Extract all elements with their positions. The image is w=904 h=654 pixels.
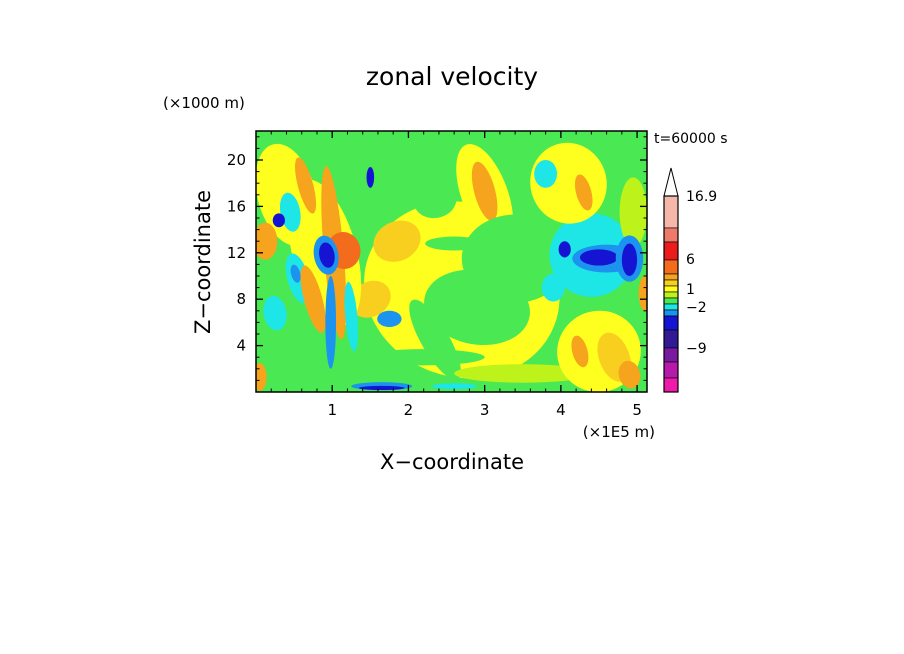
field-region-5 xyxy=(424,269,530,346)
x-unit-label: (×1E5 m) xyxy=(583,423,655,441)
y-tick-label-4: 20 xyxy=(227,151,246,169)
plot-frame xyxy=(255,130,648,393)
field-region-19 xyxy=(256,222,278,260)
x-axis: 1 2 3 4 5 xyxy=(270,131,642,419)
colorbar: 16.9 6 1 −2 −9 xyxy=(663,167,717,393)
field-region-50 xyxy=(621,243,638,276)
colorbar-band-1 xyxy=(663,227,679,243)
field-region-25 xyxy=(263,295,287,331)
field-region-9 xyxy=(362,349,485,366)
colorbar-label-0: 16.9 xyxy=(686,189,717,205)
colorbar-band-0 xyxy=(663,195,679,229)
colorbar-band-13 xyxy=(663,347,679,363)
y-axis-label: Z−coordinate xyxy=(191,190,215,334)
field-region-24 xyxy=(290,264,301,283)
field-region-22 xyxy=(272,213,285,228)
field-region-30 xyxy=(319,242,335,268)
y-tick-label-3: 16 xyxy=(227,197,246,215)
field-region-52 xyxy=(541,273,565,302)
y-tick-label-1: 8 xyxy=(236,290,246,308)
field-region-37 xyxy=(358,385,405,391)
field-region-35 xyxy=(256,363,267,391)
colorbar-label-4: −9 xyxy=(686,341,707,357)
colorbar-label-1: 6 xyxy=(686,252,695,268)
field-region-48 xyxy=(579,249,619,266)
field-region-44 xyxy=(571,335,589,368)
time-label: t=60000 s xyxy=(654,131,728,147)
colorbar-band-3 xyxy=(663,259,679,275)
colorbar-band-10 xyxy=(663,309,679,317)
field-region-51 xyxy=(558,241,571,258)
colorbar-band-6 xyxy=(663,285,679,293)
field-region-26 xyxy=(300,265,326,333)
field-region-8 xyxy=(454,364,592,383)
x-tick-label-3: 4 xyxy=(556,401,566,419)
colorbar-extend-arrow xyxy=(663,167,679,197)
field-region-13 xyxy=(330,175,365,238)
field-region-6 xyxy=(413,183,457,219)
field-region-14 xyxy=(359,134,420,175)
x-tick-label-4: 5 xyxy=(632,401,642,419)
colorbar-band-7 xyxy=(663,291,679,299)
colorbar-band-11 xyxy=(663,315,679,331)
field-region-11 xyxy=(373,220,421,262)
chart-title: zonal velocity xyxy=(366,62,538,91)
field-region-32 xyxy=(344,281,359,352)
x-tick-label-1: 2 xyxy=(404,401,414,419)
y-unit-label: (×1000 m) xyxy=(163,94,245,112)
field-region-21 xyxy=(279,192,301,232)
field-region-43 xyxy=(618,360,641,389)
field-region-54 xyxy=(638,276,647,311)
field-region-46 xyxy=(574,174,593,211)
field-region-31 xyxy=(325,276,337,369)
field-region-38 xyxy=(431,383,478,390)
colorbar-band-5 xyxy=(663,279,679,287)
colorbar-label-3: −2 xyxy=(686,300,707,316)
colorbar-label-2: 1 xyxy=(686,282,695,298)
x-tick-label-0: 1 xyxy=(327,401,337,419)
y-tick-label-0: 4 xyxy=(236,337,246,355)
x-axis-label: X−coordinate xyxy=(380,450,524,474)
x-tick-label-2: 3 xyxy=(480,401,490,419)
field-region-33 xyxy=(366,166,375,188)
colorbar-frame xyxy=(663,195,679,393)
colorbar-band-8 xyxy=(663,297,679,305)
field-region-10 xyxy=(425,236,484,251)
colorbar-band-2 xyxy=(663,241,679,261)
field-region-34 xyxy=(377,310,402,328)
colorbar-band-4 xyxy=(663,273,679,281)
colorbar-band-12 xyxy=(663,329,679,349)
colorbar-band-9 xyxy=(663,303,679,311)
colorbar-band-14 xyxy=(663,361,679,379)
field-region-45 xyxy=(619,177,647,247)
y-axis: 4 8 12 16 20 xyxy=(227,136,647,381)
velocity-field xyxy=(256,131,647,392)
y-tick-label-2: 12 xyxy=(227,244,246,262)
field-region-20 xyxy=(295,157,317,214)
field-region-53 xyxy=(534,160,558,188)
colorbar-band-15 xyxy=(663,377,679,393)
field-region-3 xyxy=(471,161,498,221)
